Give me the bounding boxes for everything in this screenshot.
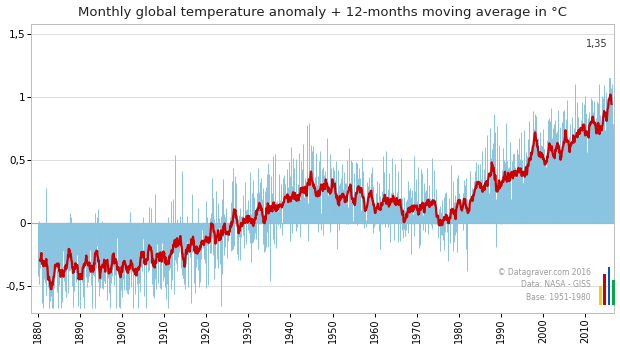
Bar [608, 267, 611, 305]
Text: © Datagraver.com 2016
Data: NASA - GISS
Base: 1951-1980: © Datagraver.com 2016 Data: NASA - GISS … [498, 268, 591, 302]
Bar [600, 286, 602, 305]
Text: 1,35: 1,35 [586, 39, 607, 49]
Title: Monthly global temperature anomaly + 12-months moving average in °C: Monthly global temperature anomaly + 12-… [78, 6, 567, 18]
Bar [603, 274, 606, 305]
Bar [612, 280, 614, 305]
